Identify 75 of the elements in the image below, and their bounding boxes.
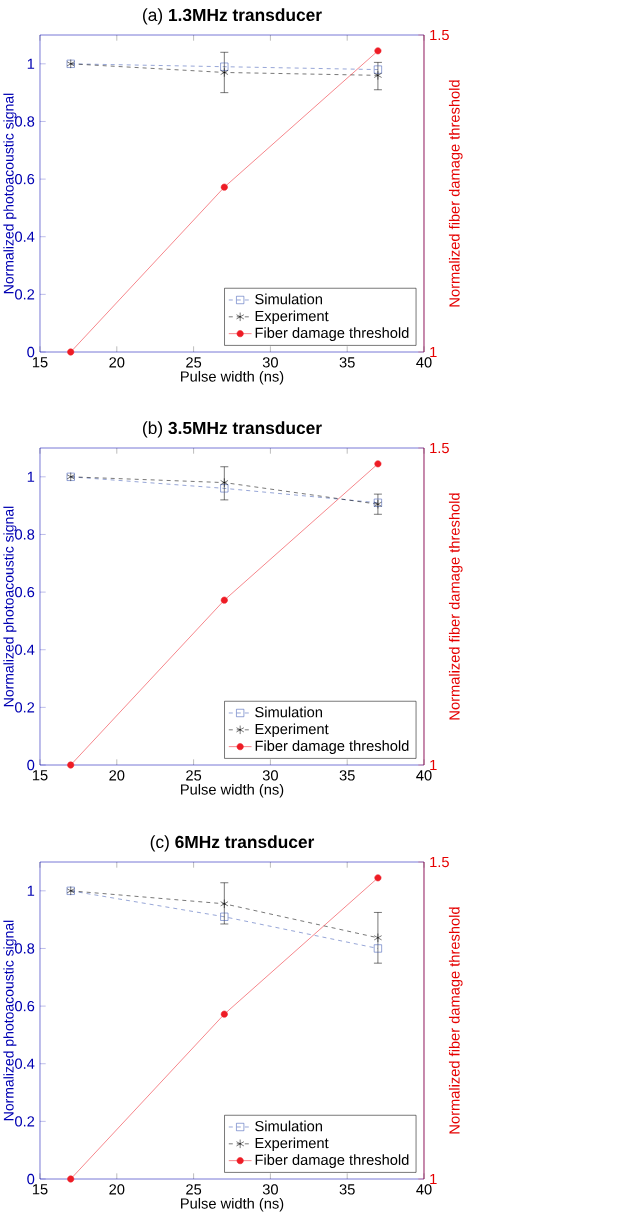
- point: [220, 1010, 228, 1018]
- x-axis-title: Pulse width (ns): [181, 370, 284, 385]
- y-tick-label: 0.2: [15, 1116, 35, 1127]
- y-tick-label: 0.8: [15, 943, 35, 954]
- y-tick-label: 0.6: [15, 1000, 35, 1012]
- x-tick-label: 40: [416, 770, 432, 781]
- x-tick-label: 20: [109, 1184, 125, 1195]
- y-tick-label: 0: [27, 346, 35, 358]
- x-tick-label: 15: [32, 770, 48, 781]
- legend-label: Fiber damage threshold: [255, 327, 409, 341]
- y2-tick-label: 1.5: [430, 856, 449, 868]
- point: [373, 933, 382, 943]
- point: [374, 874, 382, 882]
- x-tick-label: 35: [339, 770, 355, 781]
- point: [220, 899, 229, 909]
- y2-axis-title: Normalized fiber damage threshold: [448, 80, 463, 307]
- point: [220, 484, 229, 493]
- y2-axis-title: Normalized fiber damage threshold: [448, 907, 463, 1134]
- point: [374, 460, 382, 468]
- legend-label: Simulation: [255, 1120, 322, 1132]
- x-tick-label: 40: [416, 1184, 432, 1195]
- point: [67, 348, 75, 356]
- y-tick-label: 0: [27, 1173, 35, 1185]
- point: [220, 183, 228, 191]
- y2-tick-label: 1: [430, 346, 437, 358]
- x-tick-label: 30: [262, 1184, 278, 1195]
- legend-label: Experiment: [255, 310, 329, 325]
- y-tick-label: 0.4: [15, 644, 35, 655]
- x-tick-label: 20: [109, 357, 125, 368]
- chart-title: (c) 6MHz transducer: [150, 835, 315, 852]
- legend-label: Experiment: [255, 723, 329, 738]
- y-tick-label: 0.6: [15, 586, 35, 598]
- y-tick-label: 1: [27, 58, 35, 69]
- x-axis-title: Pulse width (ns): [181, 783, 284, 798]
- x-tick-label: 15: [32, 357, 48, 368]
- y-tick-label: 0.2: [15, 702, 35, 713]
- x-tick-label: 35: [339, 1184, 355, 1195]
- y2-tick-label: 1.5: [430, 29, 449, 41]
- x-axis-title: Pulse width (ns): [181, 1197, 284, 1212]
- y2-tick-label: 1: [430, 1173, 437, 1185]
- x-tick-label: 25: [186, 357, 202, 368]
- y2-tick-label: 1: [430, 759, 437, 771]
- legend-label: Fiber damage threshold: [255, 1154, 409, 1168]
- y-tick-label: 1: [27, 885, 35, 896]
- chart-title: (a) 1.3MHz transducer: [143, 8, 322, 25]
- y2-tick-label: 1.5: [430, 442, 449, 454]
- point: [220, 478, 229, 488]
- point: [67, 761, 75, 769]
- x-tick-label: 15: [32, 1184, 48, 1195]
- y-tick-label: 0: [27, 759, 35, 771]
- point: [67, 1175, 75, 1183]
- point: [220, 596, 228, 604]
- y-tick-label: 0.4: [15, 231, 35, 242]
- point: [373, 944, 382, 953]
- y-tick-label: 0.8: [15, 116, 35, 127]
- y2-axis-title: Normalized fiber damage threshold: [448, 493, 463, 720]
- x-tick-label: 30: [262, 357, 278, 368]
- x-tick-label: 35: [339, 357, 355, 368]
- x-tick-label: 20: [109, 770, 125, 781]
- x-tick-label: 25: [186, 770, 202, 781]
- legend-label: Fiber damage threshold: [255, 740, 409, 754]
- chart-title: (b) 3.5MHz transducer: [143, 421, 322, 438]
- point: [220, 912, 229, 921]
- y-tick-label: 0.2: [15, 289, 35, 300]
- y-tick-label: 0.6: [15, 173, 35, 185]
- point: [374, 47, 382, 55]
- x-tick-label: 40: [416, 357, 432, 368]
- x-tick-label: 30: [262, 770, 278, 781]
- legend-label: Simulation: [255, 293, 322, 305]
- x-tick-label: 25: [186, 1184, 202, 1195]
- legend-label: Experiment: [255, 1137, 329, 1152]
- y-tick-label: 0.4: [15, 1058, 35, 1069]
- y-tick-label: 0.8: [15, 529, 35, 540]
- y-tick-label: 1: [27, 471, 35, 482]
- legend-label: Simulation: [255, 706, 322, 718]
